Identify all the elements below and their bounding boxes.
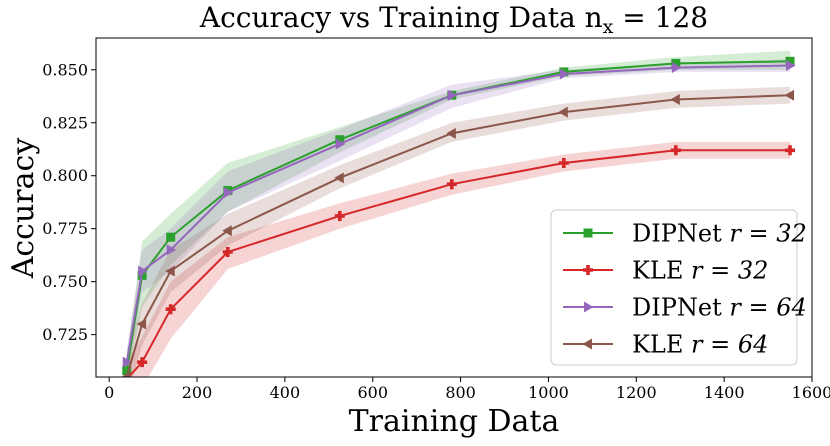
data-point <box>122 366 132 376</box>
data-point <box>670 145 681 156</box>
legend-box <box>550 209 798 366</box>
x-tick-label: 1400 <box>704 383 745 402</box>
data-point <box>122 356 133 368</box>
data-point <box>785 56 795 66</box>
x-tick-label: 600 <box>357 383 388 402</box>
y-tick-label: 0.725 <box>42 325 88 344</box>
data-point <box>165 304 176 315</box>
data-point <box>446 127 456 139</box>
confidence-band <box>126 141 791 377</box>
legend-marker <box>584 301 594 313</box>
data-point <box>222 225 232 237</box>
y-tick-label: 0.800 <box>42 166 88 185</box>
y-axis-label: Accuracy <box>6 138 41 280</box>
legend-label: DIPNet r = 32 <box>632 220 807 248</box>
chart-title: Accuracy vs Training Data nx = 128 <box>199 1 708 38</box>
data-point <box>446 179 457 190</box>
data-point <box>165 265 175 277</box>
x-tick-label: 200 <box>182 383 213 402</box>
plot-frame <box>95 37 813 378</box>
data-point <box>558 106 568 118</box>
y-tick-label: 0.850 <box>42 60 88 79</box>
y-tick-label: 0.825 <box>42 113 88 132</box>
data-point <box>223 187 234 199</box>
data-point <box>784 89 795 101</box>
data-point <box>671 62 682 74</box>
data-point <box>447 89 458 101</box>
data-point <box>166 232 176 242</box>
legend-marker <box>582 338 592 350</box>
data-point <box>785 145 796 156</box>
data-point <box>335 135 345 145</box>
y-axis: 0.725 0.750 0.775 0.800 0.825 0.850 <box>42 60 96 344</box>
data-point <box>334 172 344 184</box>
data-point <box>335 138 346 150</box>
x-tick-label: 1200 <box>616 383 657 402</box>
legend-marker <box>583 265 593 275</box>
x-tick-label: 400 <box>270 383 301 402</box>
data-point <box>671 58 681 68</box>
x-tick-label: 0 <box>104 383 114 402</box>
data-point <box>136 318 147 330</box>
x-axis-label: Training Data <box>349 404 560 439</box>
data-point <box>166 244 177 256</box>
y-tick-label: 0.750 <box>42 272 88 291</box>
legend: DIPNet r = 32 KLE r = 32 DIPNet r = 64 KLE … <box>550 209 807 366</box>
y-tick-label: 0.775 <box>42 219 88 238</box>
x-tick-label: 1000 <box>528 383 569 402</box>
data-point <box>121 371 131 377</box>
data-point <box>558 158 569 169</box>
legend-label: DIPNet r = 64 <box>632 294 807 322</box>
data-point <box>786 60 796 72</box>
data-point <box>138 265 148 277</box>
data-point <box>559 68 570 80</box>
plot-area <box>121 50 796 377</box>
data-point <box>670 93 680 105</box>
x-tick-label: 1600 <box>792 383 830 402</box>
legend-label: KLE r = 32 <box>632 257 768 285</box>
data-point <box>137 357 148 368</box>
legend-marker <box>583 228 593 238</box>
x-tick-label: 800 <box>445 383 476 402</box>
data-point <box>334 210 345 221</box>
x-axis: 0 200 400 600 800 1000 1200 1400 1600 <box>104 377 830 402</box>
legend-label: KLE r = 64 <box>632 331 768 359</box>
data-point <box>222 246 233 257</box>
